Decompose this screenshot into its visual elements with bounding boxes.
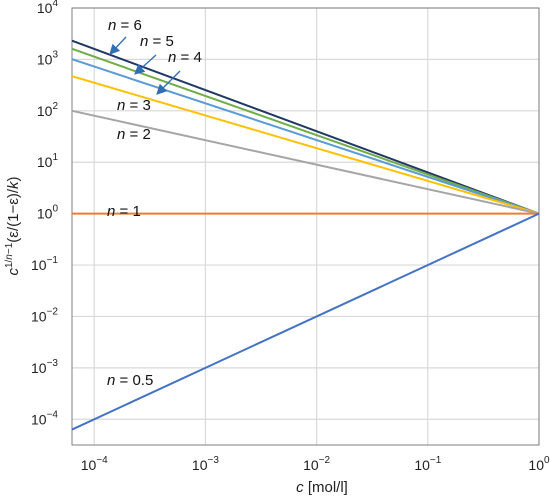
x-axis-label-unit: [mol/l]	[304, 479, 348, 496]
y-tick-label: 101	[37, 152, 59, 170]
series-line-n-5	[71, 47, 540, 215]
pointer-arrow	[109, 36, 127, 55]
x-axis-label-variable: c	[296, 479, 304, 496]
y-tick-label: 104	[37, 0, 59, 16]
x-axis-tick-labels: 10−4 10−3 10−2 10−1 100	[81, 455, 550, 473]
y-tick-label: 102	[37, 101, 59, 119]
svg-text:c1/n−1(ε/(1−ε)/k): c1/n−1(ε/(1−ε)/k)	[4, 176, 22, 275]
pointer-arrow	[134, 54, 157, 75]
series-label-n-0-5: n = 0.5	[107, 372, 153, 389]
series-line-n-0-5	[71, 212, 540, 431]
series-line-n-2	[71, 109, 540, 215]
series-line-n-3	[71, 75, 540, 215]
pointer-arrow	[156, 70, 181, 95]
series-label-n-1: n = 1	[107, 203, 141, 220]
y-tick-label: 10−2	[31, 306, 58, 324]
x-tick-label: 10−4	[81, 455, 108, 473]
x-tick-label: 100	[528, 455, 550, 473]
series-label-n-6: n = 6	[108, 17, 142, 34]
y-tick-label: 103	[37, 49, 59, 67]
series-label-n-4: n = 4	[168, 49, 202, 66]
series-lines	[71, 39, 540, 431]
y-axis-tick-labels: 104 103 102 101 100 10−1 10−2 10−3 10−4	[31, 0, 58, 427]
y-axis-label: c1/n−1(ε/(1−ε)/k)	[4, 176, 22, 275]
y-tick-label: 100	[37, 204, 59, 222]
x-tick-label: 10−3	[192, 455, 219, 473]
plot-area-frame	[71, 7, 540, 446]
x-tick-label: 10−1	[414, 455, 441, 473]
series-label-n-2: n = 2	[117, 126, 151, 143]
series-label-n-5: n = 5	[140, 33, 174, 50]
y-tick-label: 10−1	[31, 255, 58, 273]
x-axis-label: c [mol/l]	[296, 479, 348, 496]
series-line-n-6	[71, 39, 540, 215]
series-labels: n = 6n = 5n = 4 n = 3 n = 2 n = 1 n = 0.5	[107, 17, 202, 389]
label-pointer-arrows	[109, 36, 181, 95]
series-line-n-4	[71, 58, 540, 215]
x-tick-label: 10−2	[303, 455, 330, 473]
y-tick-label: 10−3	[31, 358, 58, 376]
series-label-n-3: n = 3	[117, 97, 151, 114]
y-tick-label: 10−4	[31, 409, 58, 427]
